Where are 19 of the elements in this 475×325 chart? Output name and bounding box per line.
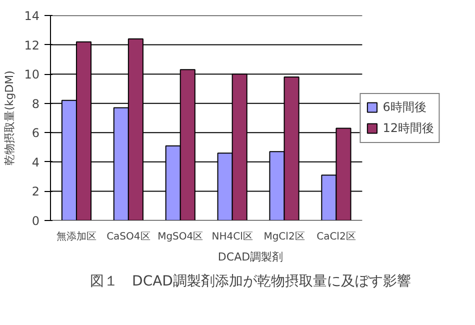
x-tick-label: NH4Cl区 [212,232,253,242]
y-tick-label: 0 [32,214,40,228]
y-tick-label: 4 [32,155,40,170]
x-tick-label: MgSO4区 [158,232,204,242]
y-tick-label: 14 [24,9,40,23]
y-tick-label: 2 [32,184,40,199]
y-tick-label: 10 [24,68,40,82]
y-tick-label: 6 [32,126,40,140]
x-tick-label: 無添加区 [56,230,96,242]
x-tick-label: CaSO4区 [106,232,150,242]
y-axis-title: 乾物摂取量(kgDM) [3,70,16,166]
legend-label: 6時間後 [382,98,426,116]
y-tick-label: 8 [32,96,40,111]
x-tick-label: MgCl2区 [264,232,305,242]
x-axis-title: DCAD調製剤 [218,250,284,264]
legend-label: 12時間後 [382,120,434,136]
caption: 図１ DCAD調製剤添加が乾物摂取量に及ぼす影響 [90,274,411,290]
x-tick-label: CaCl2区 [316,232,356,242]
y-tick-label: 12 [24,38,40,52]
